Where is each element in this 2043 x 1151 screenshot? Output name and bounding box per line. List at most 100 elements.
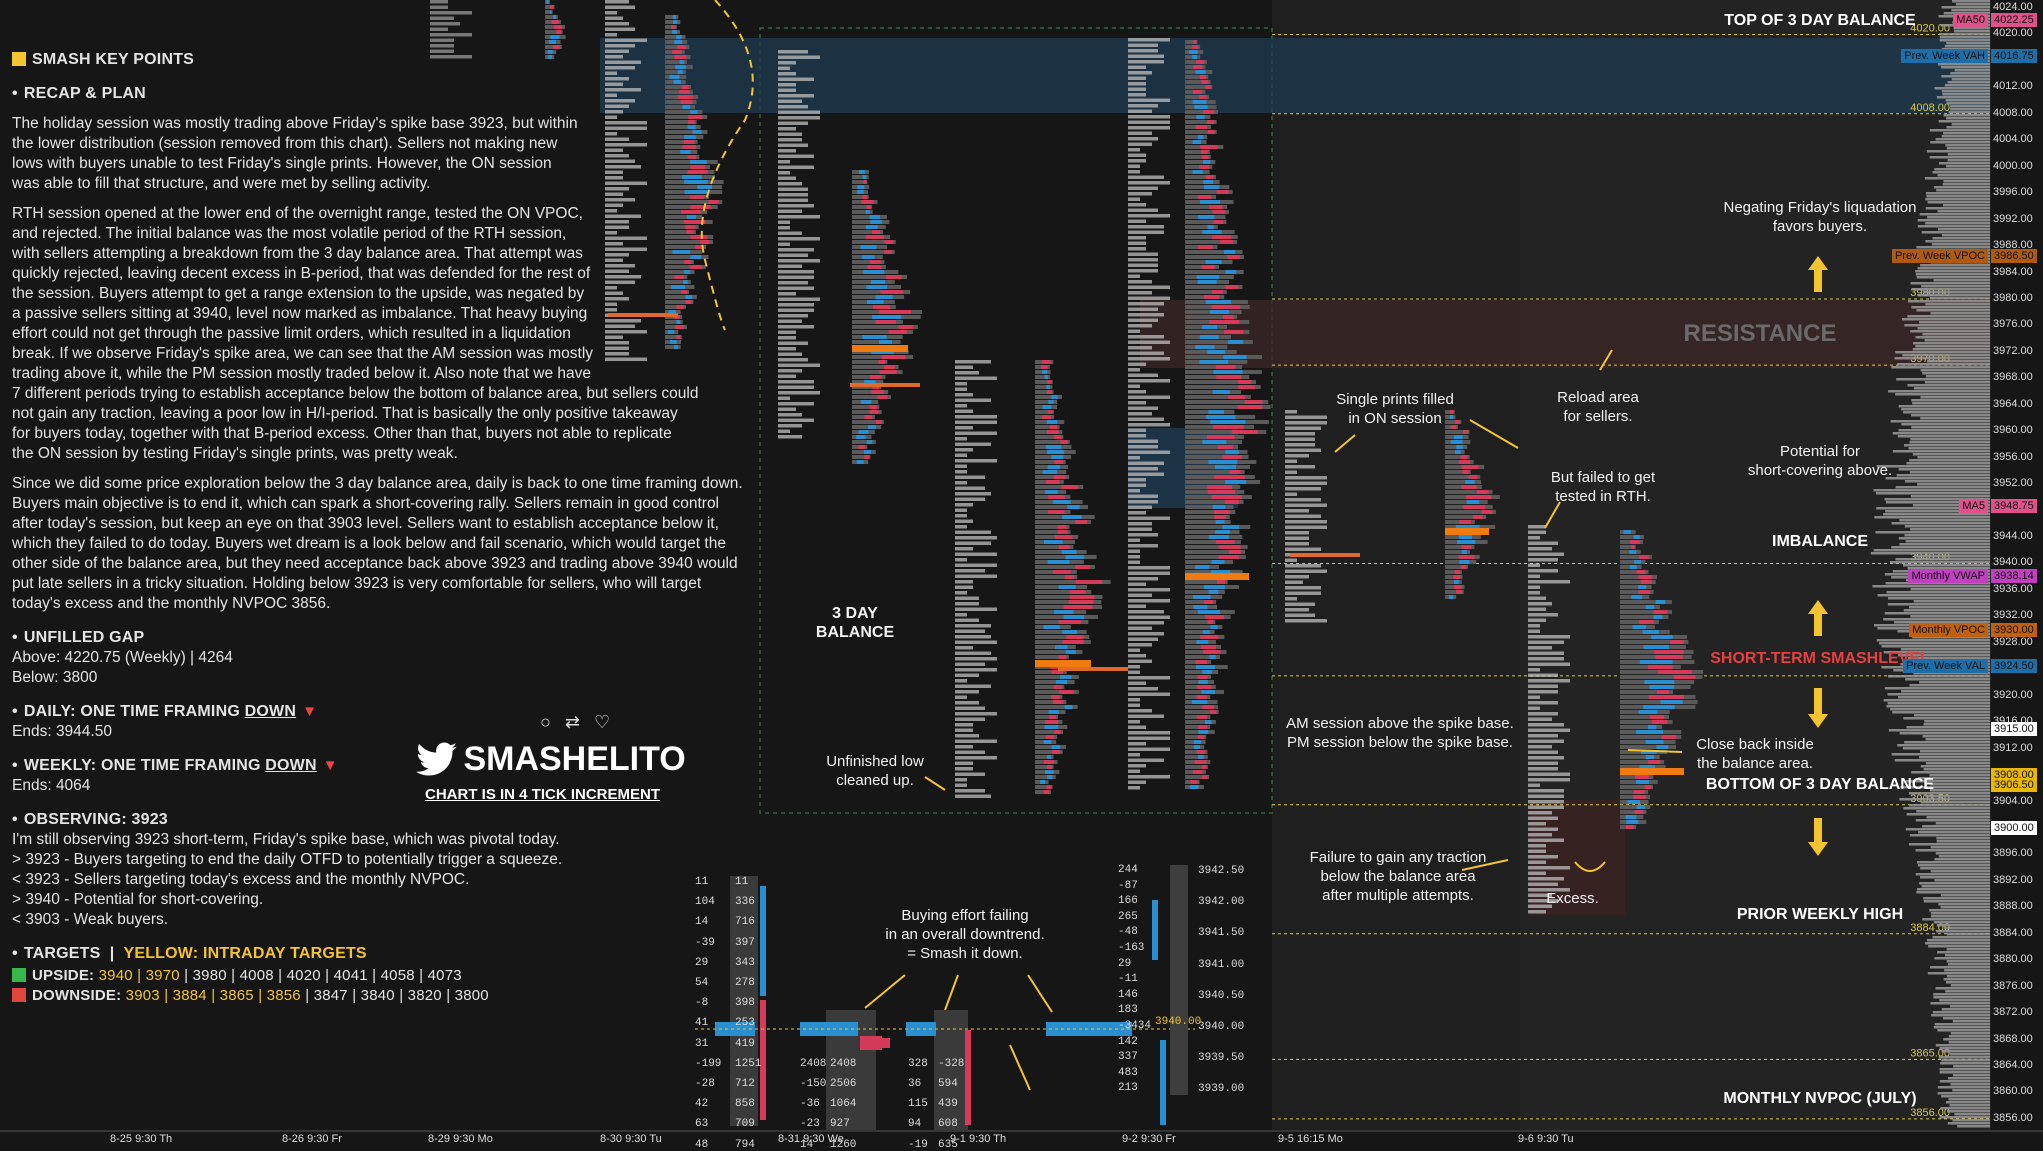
profile-bar [1035, 700, 1067, 704]
tpo-row [1285, 514, 1321, 518]
footprint-cell: 3941.50 [1198, 927, 1245, 940]
tpo-row [955, 437, 967, 441]
delta-bar [1638, 710, 1658, 714]
tpo-row [430, 11, 472, 15]
delta-bar [1067, 505, 1080, 509]
profile-bar [1035, 690, 1079, 694]
tpo-row [955, 684, 991, 688]
tpo-row [1128, 302, 1164, 306]
volume-bar [1884, 498, 1990, 501]
delta-bar [1047, 430, 1059, 434]
profile-bar [665, 290, 690, 294]
volume-bar [1940, 1107, 1990, 1110]
heart-icon[interactable]: ♡ [593, 712, 625, 732]
profile-bar [665, 295, 697, 299]
volume-bar [1922, 372, 1990, 375]
profile-bar [1035, 595, 1103, 599]
tpo-highlight [608, 313, 678, 317]
delta-bar [1192, 140, 1201, 144]
footprint-cell: 104 [695, 896, 715, 909]
delta-bar [1061, 550, 1077, 554]
failure-note: Failure to gain any traction below the ba… [1309, 849, 1487, 904]
tpo-row [1128, 709, 1152, 713]
delta-bar [673, 80, 681, 84]
delta-bar [856, 460, 864, 464]
delta-bar [860, 400, 872, 404]
volume-bar [1903, 444, 1990, 447]
delta-bar [1063, 615, 1085, 619]
profile-bar [1185, 85, 1213, 89]
footprint-cell: -150 [800, 1078, 827, 1090]
profile-bar [1185, 455, 1249, 459]
tpo-row [1285, 602, 1315, 606]
volume-bar [1926, 360, 1990, 363]
profile-bar [665, 255, 709, 259]
delta-bar [1459, 560, 1470, 564]
delta-bar [1053, 475, 1066, 479]
footprint-cell: 36 [908, 1078, 922, 1090]
tpo-row [955, 613, 967, 617]
delta-bar [553, 25, 563, 29]
tpo-row [1128, 736, 1170, 740]
tpo-row [778, 325, 814, 329]
delta-bar [1455, 450, 1461, 454]
tpo-row [778, 105, 808, 109]
tpo-row [1528, 855, 1558, 859]
delta-bar [1189, 785, 1199, 789]
tpo-row [605, 220, 629, 224]
footprint-cell: -87 [1118, 879, 1138, 892]
tpo-row [955, 695, 967, 699]
volume-bar [1887, 702, 1990, 705]
delta-bar [1192, 90, 1203, 94]
tpo-row [778, 336, 796, 340]
tpo-row [778, 319, 802, 323]
volume-bar [1884, 687, 1990, 690]
tpo-row [1128, 159, 1146, 163]
comment-icon[interactable]: ○ [540, 712, 565, 732]
footprint-cell: -28 [695, 1078, 715, 1090]
delta-bar [1043, 790, 1050, 794]
tpo-row [1528, 723, 1564, 727]
volume-bar [1951, 123, 1990, 126]
tpo-row [1128, 236, 1146, 240]
delta-bar [1223, 355, 1247, 359]
profile-bar [665, 265, 706, 269]
tpo-row [1285, 591, 1321, 595]
tpo-row [1528, 657, 1564, 661]
delta-bar [1225, 450, 1239, 454]
volume-bar [1887, 597, 1990, 600]
delta-bar [1450, 440, 1463, 444]
delta-bar [1455, 525, 1480, 529]
profile-bar [1445, 470, 1471, 474]
tpo-row [1528, 651, 1564, 655]
tpo-row [1285, 437, 1315, 441]
volume-bar [1899, 519, 1990, 522]
reference-tag-name: Prev. Week VAL [1903, 658, 1988, 673]
tpo-row [1128, 153, 1146, 157]
volume-bar [1916, 276, 1990, 279]
volume-bar [1904, 324, 1990, 327]
volume-bar [1919, 321, 1990, 324]
volume-bar [1903, 717, 1990, 720]
profile-bar [1185, 95, 1209, 99]
profile-bar [1185, 510, 1236, 514]
tpo-row [1528, 530, 1546, 534]
recap-heading: • RECAP & PLAN [12, 85, 146, 102]
tpo-row [1128, 60, 1164, 64]
delta-bar [867, 425, 876, 429]
profile-bar [665, 125, 701, 129]
footprint-cell: 278 [735, 977, 755, 989]
tpo-row [1285, 503, 1327, 507]
tpo-row [955, 756, 997, 760]
volume-bar [1936, 924, 1990, 927]
three-day-balance-label: 3 DAY BALANCE [815, 605, 895, 641]
tpo-row [1128, 703, 1140, 707]
tpo-row [605, 192, 623, 196]
delta-bar [675, 65, 686, 69]
tpo-row [1528, 613, 1558, 617]
tpo-row [955, 690, 979, 694]
profile-bar [665, 215, 703, 219]
volume-bar [1938, 855, 1990, 858]
volume-bar [1938, 63, 1990, 66]
retweet-icon[interactable]: ⇄ [564, 712, 594, 732]
